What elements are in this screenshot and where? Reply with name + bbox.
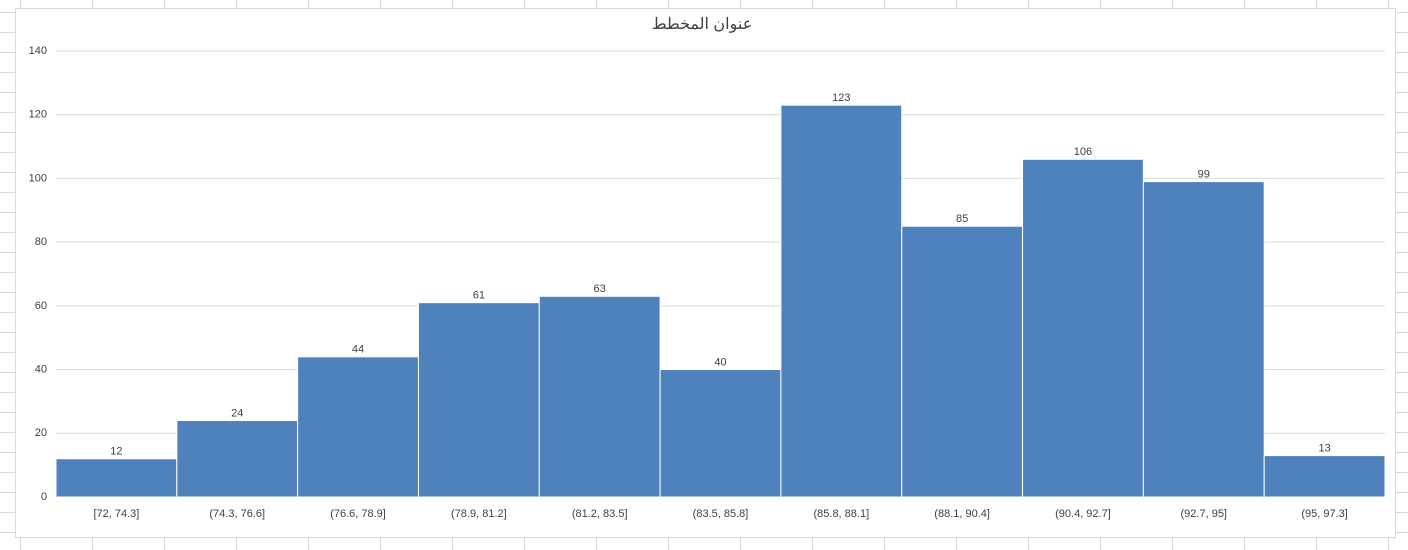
bar (1142, 181, 1265, 498)
y-tick-label: 40 (35, 363, 47, 375)
x-tick-label: (92.7, 95] (1181, 508, 1227, 520)
bar (659, 369, 782, 498)
y-tick-label: 60 (35, 300, 47, 312)
data-label: 24 (231, 407, 243, 419)
data-label: 61 (473, 290, 485, 302)
bar (176, 420, 299, 498)
y-tick-label: 100 (29, 172, 47, 184)
data-label: 106 (1074, 146, 1092, 158)
y-tick-label: 20 (35, 427, 47, 439)
x-tick-label: (88.1, 90.4] (934, 508, 990, 520)
data-label: 123 (832, 92, 850, 104)
x-tick-label: (78.9, 81.2] (451, 508, 507, 520)
bar (55, 458, 178, 498)
data-label: 12 (110, 446, 122, 458)
x-tick-label: (76.6, 78.9] (330, 508, 386, 520)
x-tick-label: (83.5, 85.8] (693, 508, 749, 520)
y-tick-label: 80 (35, 236, 47, 248)
bar (297, 356, 419, 498)
y-tick-label: 140 (29, 45, 47, 57)
x-tick-label: (95, 97.3] (1301, 508, 1347, 520)
data-label: 85 (956, 213, 968, 225)
x-tick-label: (90.4, 92.7] (1055, 508, 1111, 520)
chart: عنوان المخطط 0 20 40 60 80 100 120 140 [72, 74.3… (15, 8, 1396, 538)
bar (1022, 158, 1144, 498)
x-tick-label: [72, 74.3] (93, 508, 139, 520)
y-tick-label: 120 (29, 109, 47, 121)
data-label: 13 (1318, 442, 1330, 454)
bar (780, 104, 903, 498)
x-tick-label: (74.3, 76.6] (209, 508, 265, 520)
data-label: 63 (594, 283, 606, 295)
bar (901, 225, 1024, 498)
bar (417, 302, 540, 498)
chart-title: عنوان المخطط (652, 16, 753, 33)
data-label: 40 (714, 356, 726, 368)
data-label: 99 (1198, 169, 1210, 181)
x-tick-label: (85.8, 88.1] (813, 508, 869, 520)
bar (538, 295, 661, 498)
data-label: 44 (352, 344, 364, 356)
y-tick-label: 0 (41, 491, 47, 503)
x-tick-label: (81.2, 83.5] (572, 508, 628, 520)
bar (1263, 455, 1386, 498)
